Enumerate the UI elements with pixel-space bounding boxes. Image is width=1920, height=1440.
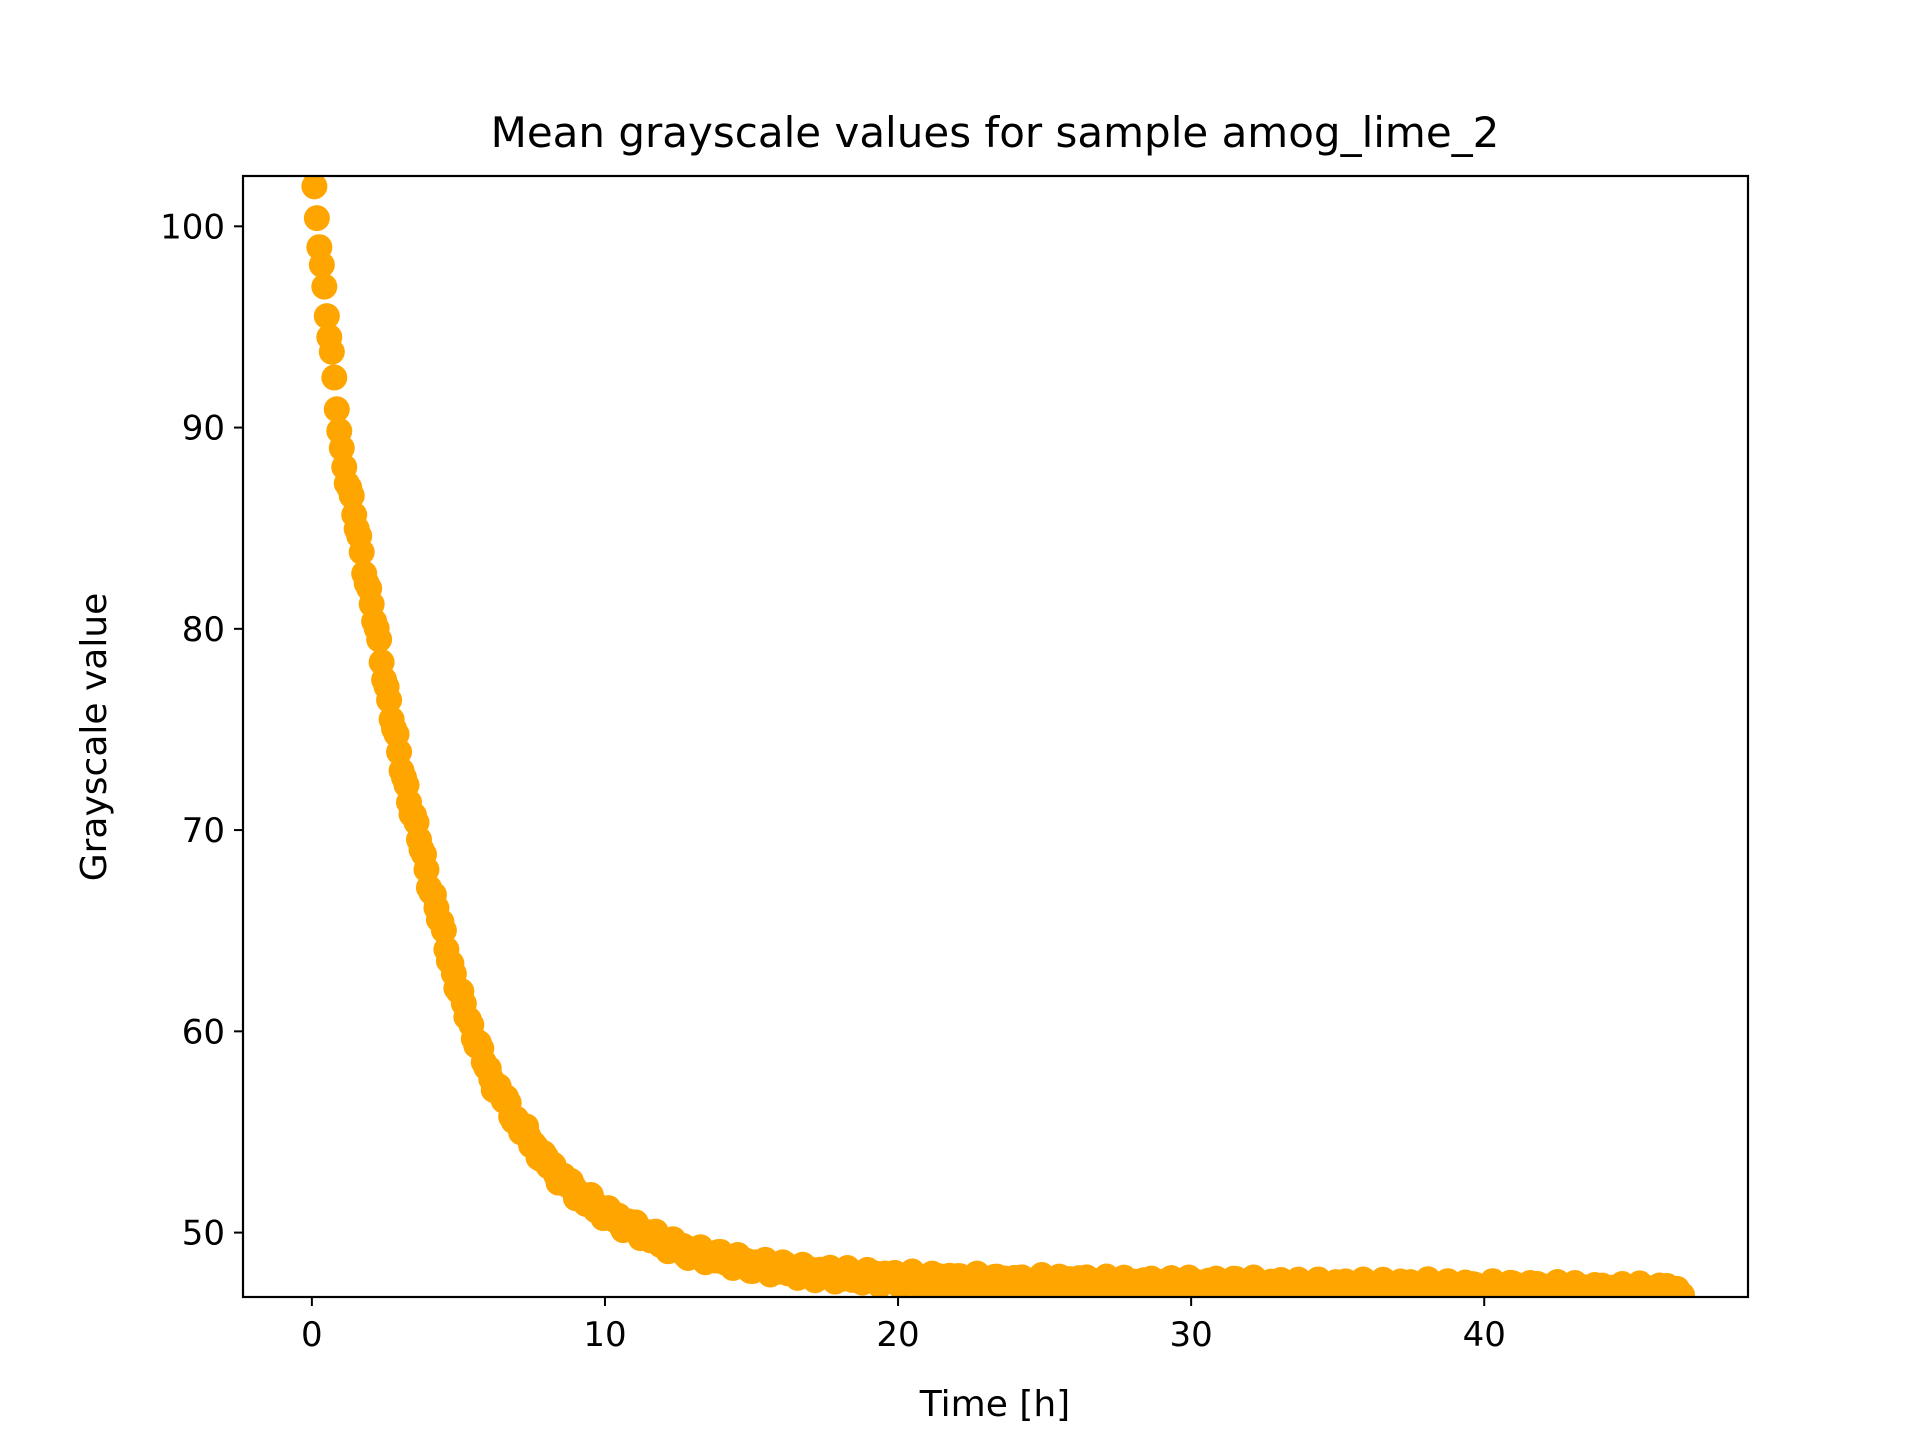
data-point [1669,1282,1696,1297]
data-point [301,176,328,200]
y-tick-label: 70 [182,811,225,851]
y-tick-label: 100 [160,207,225,247]
data-point [323,396,350,423]
plot-frame [241,174,1750,1299]
data-point [376,687,403,714]
x-tick-label: 40 [1463,1315,1506,1355]
data-point [311,273,338,300]
x-axis: 0 10 20 30 40 [301,1297,1506,1355]
y-tick-label: 90 [182,409,225,449]
data-point [318,338,345,365]
y-axis-label: Grayscale value [74,593,115,882]
data-point [328,435,355,462]
x-tick-label: 10 [583,1315,626,1355]
x-axis-label: Time [h] [919,1384,1070,1425]
y-tick-label: 80 [182,610,225,650]
data-point [303,205,330,232]
data-point [308,251,335,278]
data-point [366,626,393,653]
data-point [430,917,457,944]
y-tick-label: 60 [182,1012,225,1052]
x-tick-label: 20 [876,1315,919,1355]
data-point [348,539,375,566]
data-point [313,303,340,330]
y-axis: 50 60 70 80 90 100 [160,207,243,1254]
data-points [301,176,1696,1297]
y-tick-label: 50 [182,1214,225,1254]
x-tick-label: 0 [301,1315,323,1355]
chart-title: Mean grayscale values for sample amog_li… [491,108,1500,157]
data-point [338,482,365,509]
data-point [321,364,348,391]
x-tick-label: 30 [1170,1315,1213,1355]
